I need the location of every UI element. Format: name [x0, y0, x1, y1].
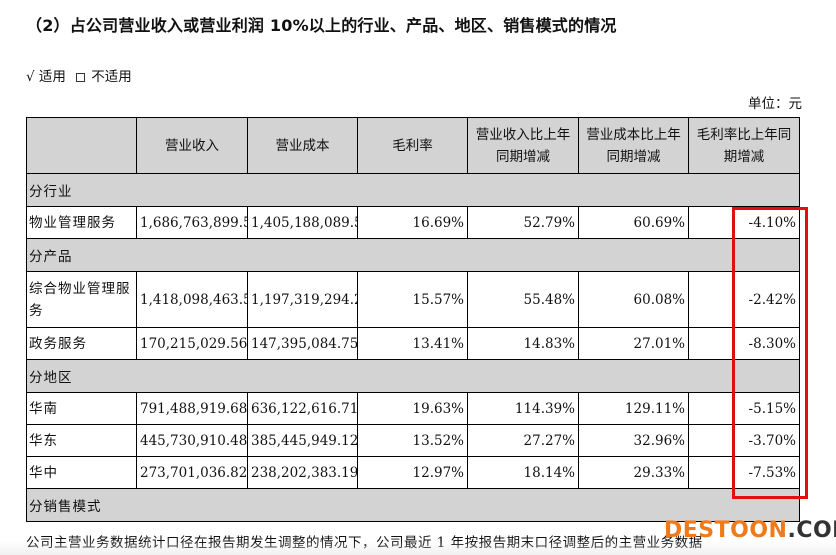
- section-title: （2）占公司营业收入或营业利润 10%以上的行业、产品、地区、销售模式的情况: [26, 16, 617, 35]
- revenue-change-cell: 14.83%: [467, 327, 579, 360]
- revenue-breakdown-table: 营业收入 营业成本 毛利率 营业收入比上年同期增减 营业成本比上年同期增减 毛利…: [26, 117, 800, 522]
- revenue-cell: 791,488,919.68: [136, 392, 248, 425]
- revenue-change-cell: 27.27%: [467, 424, 579, 457]
- cost-change-cell: 129.11%: [578, 392, 689, 425]
- revenue-change-cell: 18.14%: [467, 456, 579, 489]
- revenue-cell: 170,215,029.56: [136, 327, 248, 360]
- table-row: 华东 445,730,910.48 385,445,949.12 13.52% …: [26, 424, 800, 457]
- revenue-change-cell: 114.39%: [467, 392, 579, 425]
- gross-margin-cell: 13.41%: [357, 327, 468, 360]
- cost-cell: 147,395,084.75: [247, 327, 358, 360]
- gross-margin-cell: 16.69%: [357, 206, 468, 239]
- cost-cell: 385,445,949.12: [247, 424, 358, 457]
- revenue-cell: 1,686,763,899.51: [136, 206, 248, 239]
- table-row: 政务服务 170,215,029.56 147,395,084.75 13.41…: [26, 327, 800, 360]
- watermark-brand: DESTOON: [664, 518, 788, 543]
- section-label: 分销售模式: [26, 488, 800, 522]
- cost-change-cell: 32.96%: [578, 424, 689, 457]
- row-name: 政务服务: [26, 327, 137, 360]
- cost-cell: 238,202,383.19: [247, 456, 358, 489]
- cost-change-cell: 60.08%: [578, 271, 689, 328]
- table-row: 综合物业管理服务 1,418,098,463.51 1,197,319,294.…: [26, 271, 800, 328]
- cost-cell: 1,197,319,294.21: [247, 271, 358, 328]
- cost-cell: 1,405,188,089.56: [247, 206, 358, 239]
- check-icon: √: [26, 69, 35, 85]
- margin-change-cell: -3.70%: [688, 424, 800, 457]
- unit-label: 单位：元: [748, 96, 802, 112]
- table-row: 华南 791,488,919.68 636,122,616.71 19.63% …: [26, 392, 800, 425]
- header-cost: 营业成本: [247, 117, 358, 174]
- header-cost-change: 营业成本比上年同期增减: [578, 117, 689, 174]
- section-row-region: 分地区: [26, 359, 800, 393]
- cost-cell: 636,122,616.71: [247, 392, 358, 425]
- revenue-change-cell: 55.48%: [467, 271, 579, 328]
- gross-margin-cell: 12.97%: [357, 456, 468, 489]
- revenue-change-cell: 52.79%: [467, 206, 579, 239]
- margin-change-cell: -8.30%: [688, 327, 800, 360]
- section-label: 分行业: [26, 173, 800, 207]
- empty-checkbox-icon: [76, 72, 86, 82]
- cost-change-cell: 29.33%: [578, 456, 689, 489]
- row-name: 综合物业管理服务: [26, 271, 137, 328]
- header-revenue-change: 营业收入比上年同期增减: [467, 117, 579, 174]
- applicability-indicator: √ 适用 不适用: [26, 65, 132, 85]
- gross-margin-cell: 15.57%: [357, 271, 468, 328]
- revenue-cell: 273,701,036.82: [136, 456, 248, 489]
- margin-change-cell: -2.42%: [688, 271, 800, 328]
- watermark-tld: .COM: [787, 518, 836, 543]
- table-row: 华中 273,701,036.82 238,202,383.19 12.97% …: [26, 456, 800, 489]
- header-margin-change: 毛利率比上年同期增减: [688, 117, 800, 174]
- table-row: 物业管理服务 1,686,763,899.51 1,405,188,089.56…: [26, 206, 800, 239]
- watermark-logo: DESTOON.COM: [664, 518, 836, 543]
- header-revenue: 营业收入: [136, 117, 248, 174]
- applicable-label: 适用: [38, 69, 66, 85]
- row-name: 华东: [26, 424, 137, 457]
- gross-margin-cell: 13.52%: [357, 424, 468, 457]
- not-applicable-label: 不适用: [91, 69, 132, 85]
- margin-change-cell: -7.53%: [688, 456, 800, 489]
- header-gross-margin: 毛利率: [357, 117, 468, 174]
- row-name: 华南: [26, 392, 137, 425]
- section-label: 分产品: [26, 238, 800, 272]
- cost-change-cell: 27.01%: [578, 327, 689, 360]
- header-cell: [26, 117, 137, 174]
- gross-margin-cell: 19.63%: [357, 392, 468, 425]
- margin-change-cell: -5.15%: [688, 392, 800, 425]
- table-header-row: 营业收入 营业成本 毛利率 营业收入比上年同期增减 营业成本比上年同期增减 毛利…: [26, 117, 800, 174]
- section-label: 分地区: [26, 359, 800, 393]
- section-row-product: 分产品: [26, 238, 800, 272]
- row-name: 物业管理服务: [26, 206, 137, 239]
- revenue-cell: 445,730,910.48: [136, 424, 248, 457]
- footnote-text: 公司主营业务数据统计口径在报告期发生调整的情况下，公司最近 1 年按报告期末口径…: [26, 535, 703, 551]
- row-name: 华中: [26, 456, 137, 489]
- revenue-cell: 1,418,098,463.51: [136, 271, 248, 328]
- section-row-sales-mode: 分销售模式: [26, 488, 800, 522]
- cost-change-cell: 60.69%: [578, 206, 689, 239]
- section-row-industry: 分行业: [26, 173, 800, 207]
- margin-change-cell: -4.10%: [688, 206, 800, 239]
